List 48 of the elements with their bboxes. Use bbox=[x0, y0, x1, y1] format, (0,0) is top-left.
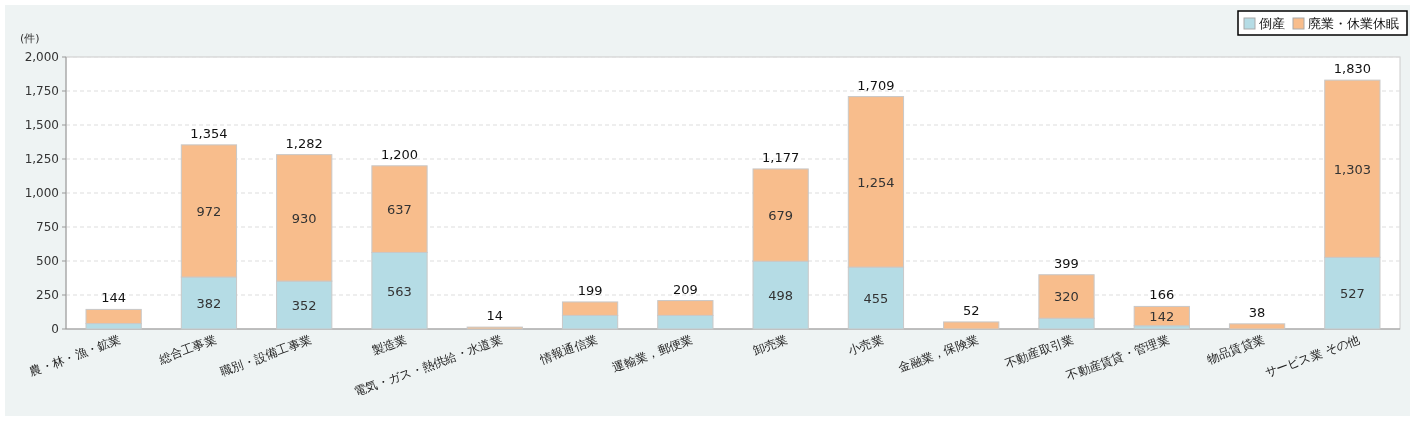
y-tick-label: 1,250 bbox=[24, 152, 59, 166]
data-label: 972 bbox=[196, 203, 222, 219]
data-label: 679 bbox=[768, 208, 794, 224]
x-tick-label: 職別・設備工事業 bbox=[218, 332, 314, 379]
data-label: 352 bbox=[291, 298, 317, 314]
y-tick-label: 1,750 bbox=[24, 84, 59, 98]
y-tick-label: 750 bbox=[36, 220, 59, 234]
total-label: 1,709 bbox=[857, 77, 895, 93]
data-label: 498 bbox=[768, 288, 794, 304]
y-tick-label: 1,500 bbox=[24, 118, 59, 132]
y-tick-label: 1,000 bbox=[24, 186, 59, 200]
legend-label: 倒産 bbox=[1259, 16, 1285, 31]
data-label: 563 bbox=[387, 283, 412, 299]
y-axis-title: (件) bbox=[20, 32, 40, 45]
x-tick-label: 情報通信業 bbox=[536, 332, 600, 367]
total-label: 14 bbox=[486, 308, 504, 324]
total-label: 1,354 bbox=[190, 125, 228, 141]
total-label: 1,200 bbox=[380, 146, 419, 162]
total-label: 1,177 bbox=[762, 149, 800, 165]
total-label: 1,282 bbox=[285, 135, 323, 151]
data-label: 527 bbox=[1339, 286, 1365, 302]
total-label: 199 bbox=[577, 282, 603, 298]
data-label: 930 bbox=[291, 210, 317, 226]
x-tick-label: 卸売業 bbox=[751, 332, 790, 359]
data-label: 455 bbox=[863, 291, 889, 307]
data-label: 382 bbox=[196, 296, 222, 312]
total-label: 38 bbox=[1248, 304, 1266, 320]
x-tick-label: 金融業，保険業 bbox=[896, 332, 981, 375]
total-label: 209 bbox=[672, 281, 698, 297]
total-label: 144 bbox=[101, 290, 127, 306]
y-tick-label: 500 bbox=[36, 254, 59, 268]
total-label: 166 bbox=[1149, 287, 1175, 303]
x-tick-label: 小売業 bbox=[846, 332, 885, 359]
legend-label: 廃業・休業休眠 bbox=[1308, 16, 1399, 31]
data-label: 637 bbox=[387, 202, 412, 218]
x-tick-label: 製造業 bbox=[369, 332, 409, 359]
x-tick-label: 総合工事業 bbox=[155, 332, 218, 367]
x-tick-label: 運輸業，郵便業 bbox=[610, 332, 695, 375]
x-tick-label: 物品賃貸業 bbox=[1204, 332, 1267, 367]
data-label: 142 bbox=[1149, 309, 1175, 325]
data-label: 1,303 bbox=[1333, 161, 1371, 177]
total-label: 399 bbox=[1054, 255, 1079, 271]
total-label: 1,830 bbox=[1333, 61, 1371, 77]
total-label: 52 bbox=[962, 302, 980, 318]
y-tick-label: 250 bbox=[36, 288, 59, 302]
data-label: 320 bbox=[1054, 289, 1079, 305]
y-tick-label: 2,000 bbox=[24, 50, 59, 64]
data-label: 1,254 bbox=[857, 174, 895, 190]
